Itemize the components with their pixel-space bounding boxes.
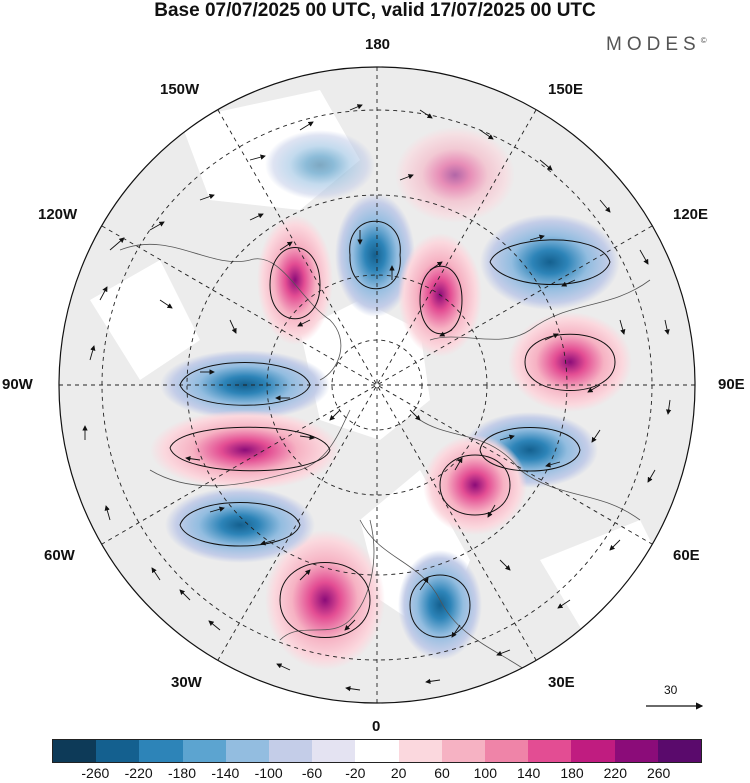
colorbar-tick-label: 20 — [390, 765, 407, 781]
anomaly-atlantic-high — [265, 530, 385, 670]
lon-label-90w: 90W — [2, 376, 33, 393]
anomaly-hudson-high — [150, 410, 340, 490]
lon-label-150w: 150W — [160, 81, 200, 98]
colorbar-tick-label: -260 — [81, 765, 110, 781]
colorbar-swatch — [53, 740, 97, 762]
colorbar-tick-label: 180 — [560, 765, 584, 781]
wind-scale-label: 30 — [664, 683, 678, 697]
anomaly-europe-low — [398, 550, 482, 660]
map-title: Base 07/07/2025 00 UTC, valid 17/07/2025… — [154, 0, 596, 21]
anomaly-kara-high — [423, 435, 527, 535]
anomaly-alaska-high — [257, 215, 333, 345]
colorbar-swatch — [312, 740, 356, 762]
wind-vectors — [82, 104, 672, 692]
brand-name: MODES — [606, 34, 701, 55]
modes-logo: MODES© — [606, 34, 707, 56]
colorbar-swatch — [96, 740, 140, 762]
colorbar-tick-label: 100 — [473, 765, 498, 781]
colorbar-tick-label: 260 — [646, 765, 671, 781]
colorbar-swatch — [441, 740, 486, 762]
anomaly-pacific-high — [395, 127, 515, 223]
colorbar-tick-label: 60 — [434, 765, 450, 781]
colorbar-tick-label: -140 — [211, 765, 240, 781]
colorbar-swatch — [485, 740, 529, 762]
graticule — [59, 67, 695, 703]
colorbar-swatch — [182, 740, 226, 762]
lon-label-150e: 150E — [548, 81, 584, 98]
colorbar-swatch — [269, 740, 313, 762]
anomaly-central-siberia-high — [508, 312, 632, 412]
colorbar-swatch — [614, 740, 658, 762]
colorbar-swatch — [571, 740, 615, 762]
colorbar-tick-label: 220 — [603, 765, 628, 781]
anomaly-shading — [150, 127, 632, 670]
colorbar-swatch — [355, 740, 399, 762]
colorbar-ticks: -260 -220 -180 -140 -100 -60 -20 20 60 100 140 180 2… — [52, 765, 702, 783]
colorbar — [52, 739, 702, 763]
colorbar-tick-label: -100 — [254, 765, 283, 781]
colorbar-swatch — [398, 740, 442, 762]
copyright-mark: © — [700, 36, 707, 45]
colorbar-swatch — [225, 740, 270, 762]
lon-label-60e: 60E — [673, 547, 700, 564]
lon-label-120e: 120E — [673, 206, 709, 223]
lon-label-0: 0 — [372, 718, 381, 735]
lon-label-30e: 30E — [548, 674, 575, 691]
colorbar-tick-label: 140 — [516, 765, 541, 781]
anomaly-pacific-low — [265, 130, 375, 200]
lon-label-120w: 120W — [38, 206, 78, 223]
lon-label-60w: 60W — [44, 547, 75, 564]
lon-label-180: 180 — [365, 36, 391, 53]
anomaly-siberia-east-low — [480, 214, 620, 310]
lon-label-90e: 90E — [718, 376, 745, 393]
coastlines — [119, 243, 651, 681]
colorbar-swatch — [657, 740, 702, 762]
anomaly-dateline-low — [335, 193, 415, 317]
anomaly-labrador-low — [165, 487, 315, 563]
lon-label-30w: 30W — [171, 674, 202, 691]
contour-lines — [169, 220, 616, 638]
colorbar-tick-label: -60 — [301, 765, 323, 781]
colorbar-swatch — [139, 740, 183, 762]
colorbar-tick-label: -220 — [124, 765, 153, 781]
colorbar-tick-label: -180 — [167, 765, 197, 781]
map-boundary — [58, 66, 696, 704]
colorbar-swatch — [528, 740, 572, 762]
colorbar-tick-label: -20 — [345, 765, 366, 781]
